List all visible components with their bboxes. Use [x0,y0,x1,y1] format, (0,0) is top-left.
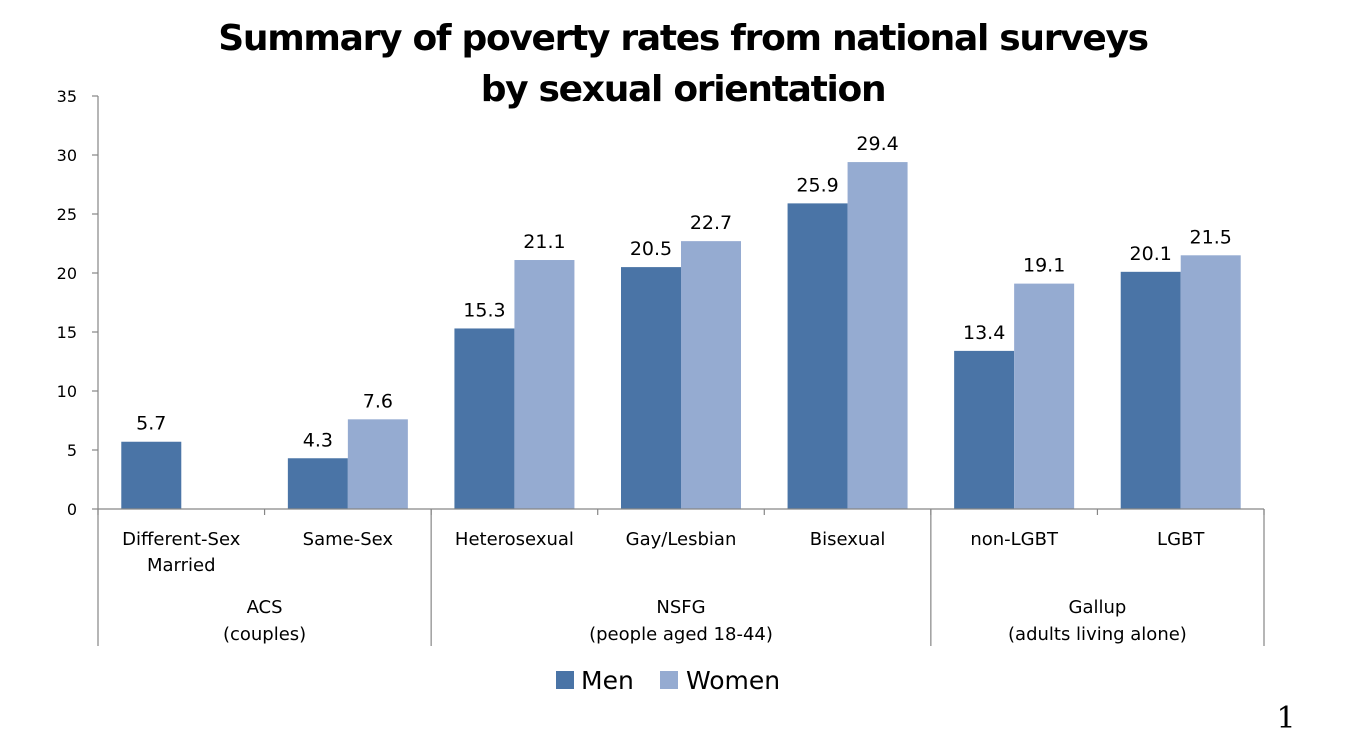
data-label: 20.1 [1130,243,1172,265]
y-axis: 0 5 10 15 20 25 30 35 [57,87,99,519]
bar-women [681,241,741,509]
y-tick-label: 30 [57,146,77,165]
page-number: 1 [1276,701,1295,736]
category-label: non-LGBT [970,529,1059,550]
bar-men [287,458,348,509]
y-tick-label: 25 [57,205,77,224]
data-label: 4.3 [303,429,333,451]
legend-label: Women [686,666,780,695]
legend: Men Women [556,666,780,695]
legend-swatch [556,671,574,689]
data-label: 21.5 [1190,226,1232,248]
category-label: LGBT [1157,529,1205,550]
data-label: 5.7 [136,413,166,435]
chart-title: Summary of poverty rates from national s… [218,18,1149,110]
bar-women [847,162,908,509]
bar-men [121,441,182,509]
bar-men [954,350,1015,509]
title-line: Summary of poverty rates from national s… [218,18,1148,59]
bar-men [454,328,515,509]
y-tick-label: 35 [57,87,77,106]
category-label: Gay/Lesbian [626,529,737,550]
bar-men [621,267,681,509]
title-line: by sexual orientation [481,69,886,110]
category-label: Married [147,555,216,576]
category-label: Different-Sex [122,529,241,550]
y-tick-label: 10 [57,382,77,401]
category-label: Same-Sex [303,529,394,550]
group-label: Gallup [1069,597,1127,618]
data-label: 19.1 [1023,255,1065,277]
data-label: 29.4 [856,133,898,155]
data-label: 15.3 [463,299,505,321]
data-label: 20.5 [630,238,672,260]
legend-label: Men [581,666,634,695]
bar-women [347,419,408,509]
group-label: (adults living alone) [1008,624,1187,645]
y-tick-label: 15 [57,323,77,342]
bar-men [1120,271,1181,509]
bar-women [1014,283,1075,509]
legend-swatch [660,671,678,689]
data-label: 25.9 [796,174,838,196]
bar-men [787,203,848,509]
data-label: 21.1 [523,231,565,253]
group-label: (couples) [223,624,306,645]
bar-women [1180,255,1241,509]
data-label: 13.4 [963,322,1005,344]
data-label: 7.6 [363,390,393,412]
category-axis: Different-Sex Married Same-Sex Heterosexual… [97,508,1265,646]
bar-women [514,260,575,509]
y-tick-label: 0 [67,500,77,519]
group-label: NSFG [656,597,705,618]
bars: 5.7 4.3 15.3 20.5 25.9 13.4 20.1 7.6 21.1 22.7 29.… [121,133,1241,509]
y-tick-label: 20 [57,264,77,283]
group-label: ACS [247,597,283,618]
category-label: Heterosexual [455,529,574,550]
data-label: 22.7 [690,212,732,234]
y-tick-label: 5 [67,441,77,460]
category-label: Bisexual [810,529,886,550]
group-label: (people aged 18-44) [589,624,773,645]
